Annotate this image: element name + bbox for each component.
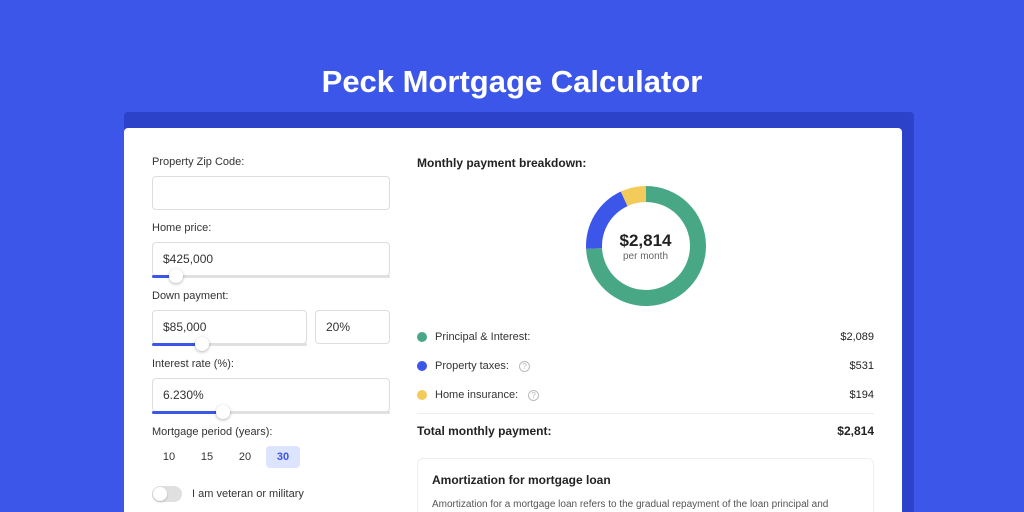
inputs-column: Property Zip Code: Home price: Down paym… (124, 128, 399, 512)
interest-label: Interest rate (%): (152, 358, 399, 370)
amortization-title: Amortization for mortgage loan (432, 473, 859, 487)
home-price-label: Home price: (152, 222, 399, 234)
period-button-20[interactable]: 20 (228, 446, 262, 468)
breakdown-column: Monthly payment breakdown: $2,814 per mo… (399, 128, 902, 512)
amortization-text: Amortization for a mortgage loan refers … (432, 497, 859, 512)
home-price-slider-thumb[interactable] (169, 269, 183, 283)
donut-sub: per month (623, 251, 668, 262)
veteran-row: I am veteran or military (152, 486, 399, 502)
period-button-group: 10152030 (152, 446, 399, 468)
period-button-30[interactable]: 30 (266, 446, 300, 468)
period-button-10[interactable]: 10 (152, 446, 186, 468)
donut-value: $2,814 (620, 231, 672, 251)
veteran-label: I am veteran or military (192, 488, 304, 500)
interest-field: Interest rate (%): (152, 358, 399, 414)
breakdown-row-left: Property taxes:? (417, 360, 530, 372)
home-price-field: Home price: (152, 222, 399, 278)
breakdown-row: Home insurance:? $194 (417, 380, 874, 409)
down-payment-slider-thumb[interactable] (195, 337, 209, 351)
zip-input[interactable] (152, 176, 390, 210)
breakdown-row-value: $194 (850, 389, 874, 401)
breakdown-row: Principal & Interest: $2,089 (417, 322, 874, 351)
info-icon[interactable]: ? (528, 390, 539, 401)
breakdown-row-label: Property taxes: (435, 360, 509, 372)
down-payment-slider[interactable] (152, 343, 307, 346)
info-icon[interactable]: ? (519, 361, 530, 372)
home-price-slider[interactable] (152, 275, 390, 278)
breakdown-list: Principal & Interest: $2,089 Property taxe… (417, 322, 874, 409)
period-field: Mortgage period (years): 10152030 (152, 426, 399, 468)
home-price-input[interactable] (152, 242, 390, 276)
total-value: $2,814 (837, 424, 874, 438)
donut-container: $2,814 per month (417, 184, 874, 308)
down-payment-input[interactable] (152, 310, 307, 344)
veteran-toggle[interactable] (152, 486, 182, 502)
breakdown-row: Property taxes:? $531 (417, 351, 874, 380)
down-payment-label: Down payment: (152, 290, 399, 302)
zip-label: Property Zip Code: (152, 156, 399, 168)
zip-field: Property Zip Code: (152, 156, 399, 210)
breakdown-row-value: $2,089 (840, 331, 874, 343)
period-button-15[interactable]: 15 (190, 446, 224, 468)
veteran-toggle-knob (153, 487, 167, 501)
breakdown-total-row: Total monthly payment: $2,814 (417, 413, 874, 452)
down-payment-field: Down payment: (152, 290, 399, 346)
calculator-panel: Property Zip Code: Home price: Down paym… (124, 128, 902, 512)
total-label: Total monthly payment: (417, 424, 551, 438)
period-label: Mortgage period (years): (152, 426, 399, 438)
donut-chart: $2,814 per month (584, 184, 708, 308)
breakdown-row-value: $531 (850, 360, 874, 372)
legend-dot (417, 390, 427, 400)
breakdown-row-left: Home insurance:? (417, 389, 539, 401)
interest-slider-fill (152, 411, 223, 414)
legend-dot (417, 361, 427, 371)
donut-center: $2,814 per month (584, 184, 708, 308)
interest-slider[interactable] (152, 411, 390, 414)
page-title: Peck Mortgage Calculator (0, 0, 1024, 124)
breakdown-row-label: Home insurance: (435, 389, 518, 401)
down-payment-percent-input[interactable] (315, 310, 390, 344)
interest-slider-thumb[interactable] (216, 405, 230, 419)
breakdown-row-left: Principal & Interest: (417, 331, 530, 343)
breakdown-row-label: Principal & Interest: (435, 331, 530, 343)
legend-dot (417, 332, 427, 342)
breakdown-title: Monthly payment breakdown: (417, 156, 874, 170)
amortization-card: Amortization for mortgage loan Amortizat… (417, 458, 874, 512)
interest-input[interactable] (152, 378, 390, 412)
